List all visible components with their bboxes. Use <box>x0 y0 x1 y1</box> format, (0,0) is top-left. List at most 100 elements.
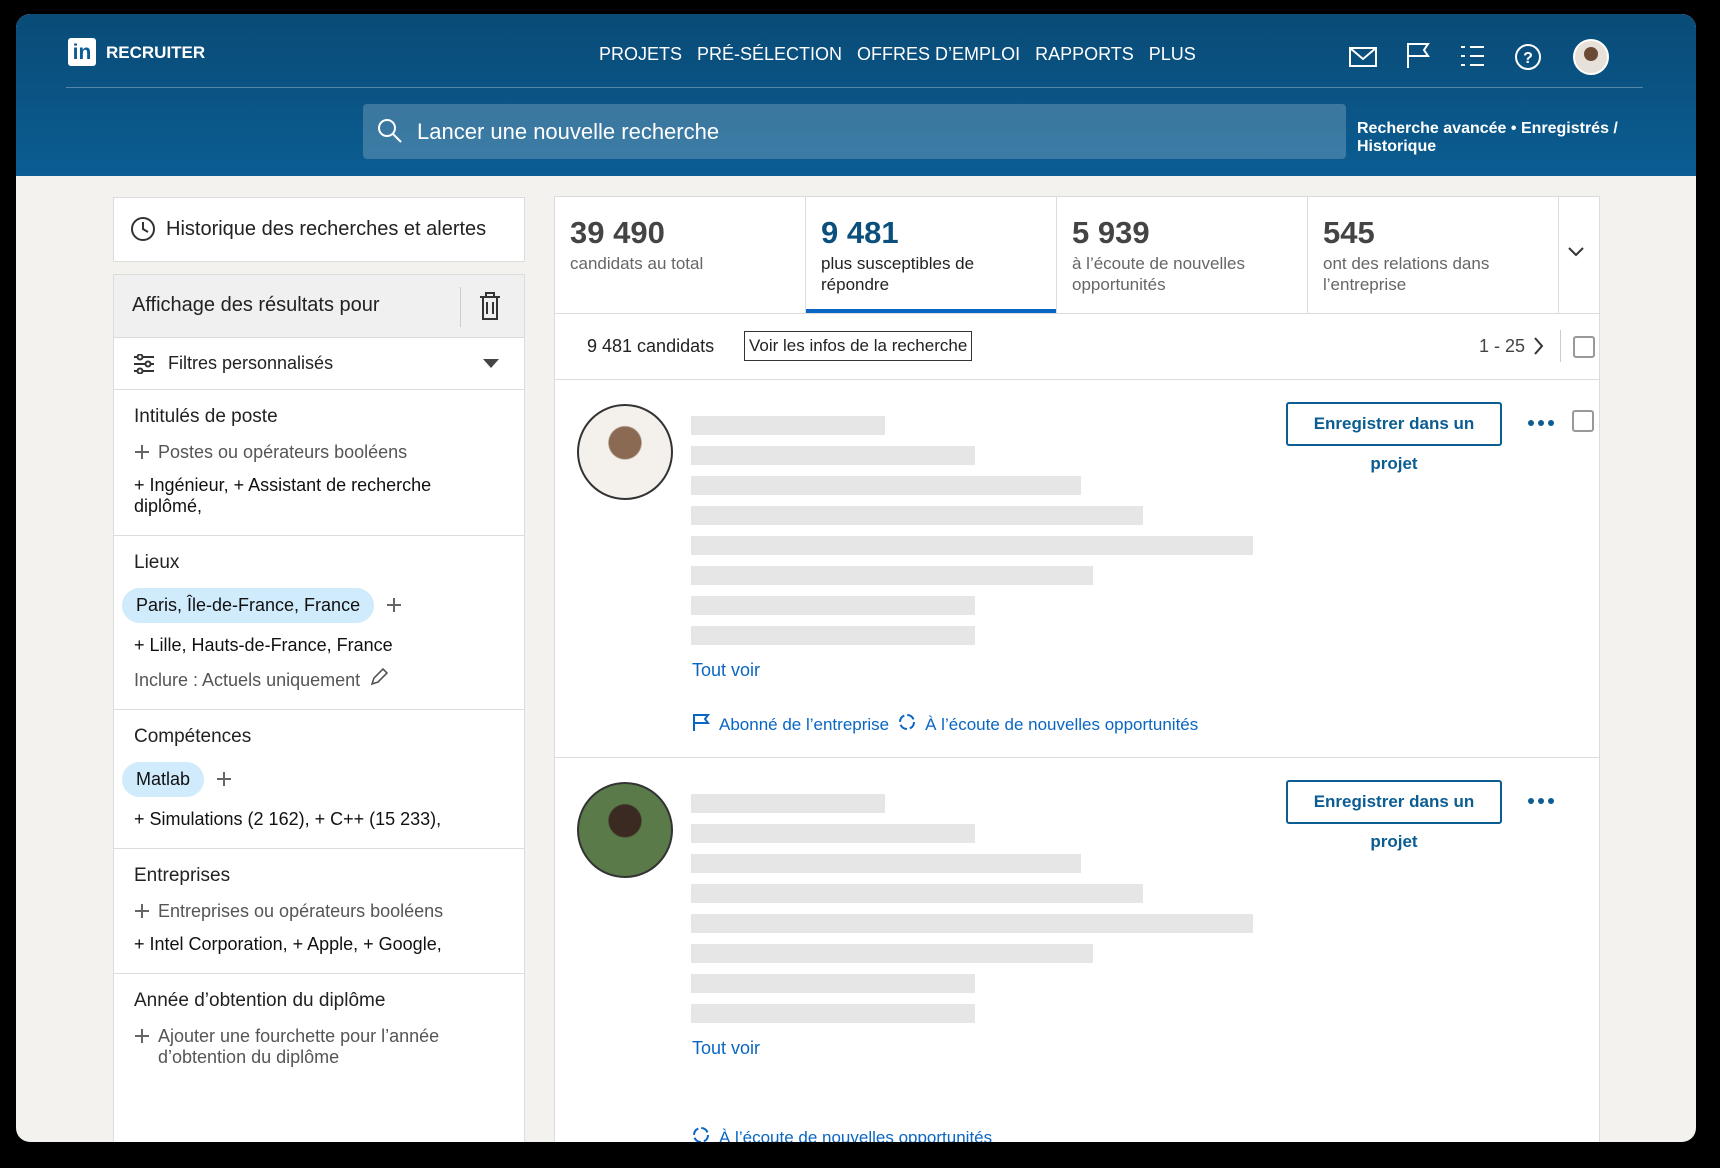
note: Inclure : Actuels uniquement <box>134 670 361 690</box>
stat-label: ont des relations dans l’entreprise <box>1323 254 1490 294</box>
skeleton-line <box>691 566 1093 585</box>
filter-section: Année d’obtention du diplôme Ajouter une … <box>114 973 524 1086</box>
brand: RECRUITER <box>106 43 206 62</box>
skeleton-line <box>691 416 885 435</box>
stat-label: plus susceptibles de répondre <box>821 254 975 294</box>
more-menu[interactable] <box>1527 414 1557 432</box>
history-label: Historique des recherches et alertes <box>166 218 487 240</box>
results-panel: 39 490 candidats au total 9 481 plus suscep… <box>554 196 1600 1142</box>
skeleton-line <box>691 794 885 813</box>
stat-value: 39 490 <box>570 215 665 250</box>
add-icon <box>134 901 158 922</box>
add-icon[interactable] <box>216 769 240 789</box>
tab-underline <box>806 309 1056 313</box>
skeleton-line <box>691 854 1081 873</box>
stat-tab[interactable]: 5 939 à l’écoute de nouvelles opportunité… <box>1057 197 1308 313</box>
add-row[interactable]: Entreprises ou opérateurs booléens <box>134 901 504 922</box>
link[interactable]: Recherche avancée <box>1357 120 1507 137</box>
more-menu[interactable] <box>1527 792 1557 810</box>
badges: Abonné de l’entreprise À l’écoute de nouv… <box>691 712 1198 737</box>
next-icon[interactable] <box>1533 336 1545 356</box>
search-icon <box>378 119 402 143</box>
svg-text:?: ? <box>1523 50 1533 67</box>
suggestions[interactable]: + Simulations (2 162), + C++ (15 233), <box>134 809 442 829</box>
add-row[interactable]: Postes ou opérateurs booléens <box>134 442 504 463</box>
history-box[interactable]: Historique des recherches et alertes <box>113 197 525 262</box>
skeleton-line <box>691 824 975 843</box>
section-title: Année d’obtention du diplôme <box>134 990 386 1011</box>
avatar[interactable] <box>577 404 673 500</box>
nav-item[interactable]: PRÉ-SÉLECTION <box>697 44 843 64</box>
note-row: Inclure : Actuels uniquement <box>134 667 504 691</box>
stat-value: 5 939 <box>1072 215 1150 250</box>
stat-tab[interactable]: 545 ont des relations dans l’entreprise <box>1308 197 1559 313</box>
filter-section: Compétences Matlab + Simulations (2 162), … <box>114 709 524 848</box>
see-all[interactable]: Tout voir <box>692 1038 761 1058</box>
header-icons: ? <box>1349 39 1609 75</box>
stat-label: candidats au total <box>570 254 704 273</box>
toolbar: 9 481 candidats Voir les infos de la rec… <box>555 314 1599 379</box>
badge: Abonné de l’entreprise <box>719 714 890 734</box>
clock-icon <box>131 217 155 241</box>
nav-item[interactable]: RAPPORTS <box>1035 44 1134 64</box>
skeleton-line <box>691 536 1253 555</box>
badge: À l’écoute de nouvelles opportunités <box>719 1127 993 1143</box>
filter-section: Intitulés de poste Postes ou opérateurs b… <box>114 389 524 535</box>
see-all[interactable]: Tout voir <box>692 660 761 680</box>
trash-icon[interactable] <box>477 291 503 321</box>
save-button[interactable]: Enregistrer dans un projet <box>1286 780 1502 851</box>
badge-icon <box>691 712 711 737</box>
stat-tab[interactable]: 9 481 plus susceptibles de répondre <box>806 197 1057 313</box>
save-button[interactable]: Enregistrer dans un projet <box>1286 402 1502 473</box>
stat-value: 545 <box>1323 215 1375 250</box>
add-icon <box>134 442 158 463</box>
badges: À l’écoute de nouvelles opportunités <box>691 1125 992 1142</box>
select-all[interactable] <box>1573 336 1595 358</box>
nav-item[interactable]: PROJETS <box>599 44 683 64</box>
divider <box>66 87 1643 88</box>
badge: À l’écoute de nouvelles opportunités <box>925 714 1199 734</box>
section-title: Compétences <box>134 726 252 747</box>
add-row[interactable]: Ajouter une fourchette pour l’année d’ob… <box>134 1026 504 1068</box>
link[interactable]: Enregistrés / Historique <box>1357 120 1618 155</box>
custom-filters[interactable]: Filtres personnalisés <box>114 338 524 389</box>
skeleton-line <box>691 944 1093 963</box>
skeleton-line <box>691 476 1081 495</box>
window: in RECRUITER PROJETS PRÉ-SÉLECTION OFFRES … <box>16 14 1696 1142</box>
add-hint: Entreprises ou opérateurs booléens <box>158 901 444 921</box>
chip[interactable]: Paris, Île-de-France, France <box>122 588 375 623</box>
badge-icon <box>897 712 917 737</box>
suggestions[interactable]: + Intel Corporation, + Apple, + Google, <box>134 934 442 954</box>
nav-item[interactable]: PLUS <box>1148 44 1196 64</box>
info-button[interactable]: Voir les infos de la recherche <box>744 331 973 361</box>
suggestions[interactable]: + Ingénieur, + Assistant de recherche di… <box>134 475 432 516</box>
sliders-icon <box>134 354 154 374</box>
result-card: Tout voir À l’écoute de nouvelles opportu… <box>555 757 1599 1142</box>
avatar[interactable] <box>577 782 673 878</box>
logo[interactable]: in <box>68 38 96 66</box>
skeleton-line <box>691 596 975 615</box>
stat-tab[interactable]: 39 490 candidats au total <box>555 197 806 313</box>
section-title: Lieux <box>134 552 180 573</box>
edit-icon[interactable] <box>370 667 389 690</box>
search-box[interactable]: Lancer une nouvelle recherche <box>363 104 1346 159</box>
chip[interactable]: Matlab <box>122 762 205 797</box>
skeleton-line <box>691 506 1143 525</box>
badge-icon <box>691 1125 711 1142</box>
skeleton-line <box>691 1004 975 1023</box>
header: in RECRUITER PROJETS PRÉ-SÉLECTION OFFRES … <box>16 14 1696 176</box>
suggestions[interactable]: + Lille, Hauts-de-France, France <box>134 635 393 655</box>
nav: PROJETS PRÉ-SÉLECTION OFFRES D’EMPLOI RAPPO… <box>599 44 1196 65</box>
result-card: Tout voir Abonné de l’entreprise À l’écout… <box>555 379 1599 758</box>
dropdown-icon <box>483 359 499 368</box>
add-hint: Postes ou opérateurs booléens <box>158 442 408 462</box>
filter-section: Lieux Paris, Île-de-France, France + Lille… <box>114 535 524 709</box>
filter-panel: Affichage des résultats pour Filtres per… <box>113 274 525 1142</box>
expand-icon[interactable] <box>1567 245 1585 263</box>
skeleton-line <box>691 626 975 645</box>
select-checkbox[interactable] <box>1572 410 1594 432</box>
add-icon[interactable] <box>386 595 410 615</box>
search-placeholder: Lancer une nouvelle recherche <box>417 119 720 144</box>
nav-item[interactable]: OFFRES D’EMPLOI <box>857 44 1021 64</box>
